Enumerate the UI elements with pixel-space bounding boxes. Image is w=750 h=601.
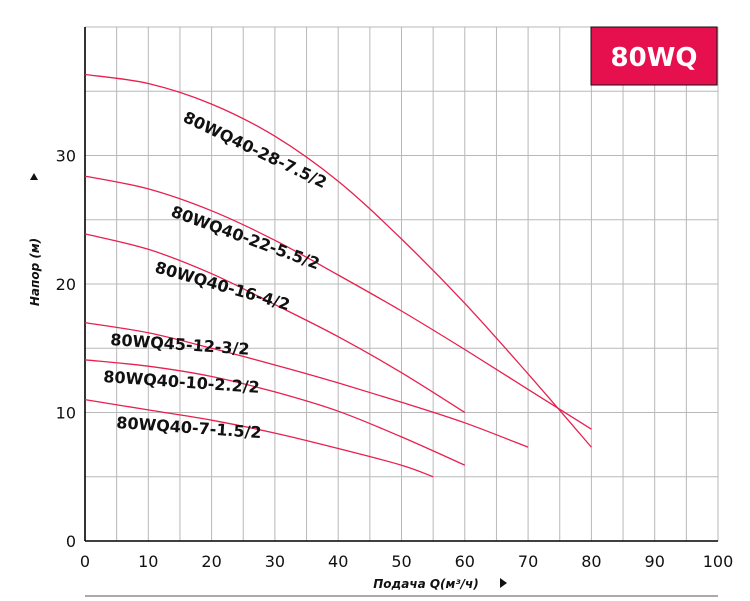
y-axis-label: Напор (м) [28,238,42,306]
curve-80WQ45-12-3/2 [84,321,529,448]
curve-80WQ40-10-2.2/2 [84,359,466,466]
y-axis-title: Напор (м) [28,173,42,306]
curve-80WQ40-16-4/2 [84,233,466,414]
model-badge: 80WQ [590,26,718,86]
curve-80WQ40-22-5.5/2 [84,175,592,430]
badge-background [590,26,718,86]
x-tick-label: 30 [265,552,285,571]
curve-labels: 80WQ40-28-7.5/2 80WQ40-22-5.5/280WQ40-16-… [103,107,330,442]
x-tick-label: 10 [138,552,158,571]
x-tick-label: 40 [328,552,348,571]
x-tick-label: 100 [703,552,734,571]
x-tick-label: 80 [581,552,601,571]
x-tick-label: 20 [201,552,221,571]
x-axis-arrow-icon [500,578,507,588]
curve-label: 80WQ40-16-4/2 [153,258,292,315]
y-tick-label: 20 [56,275,76,294]
curve-label: 80WQ40-7-1.5/2 [116,413,262,442]
y-tick-label: 30 [56,147,76,166]
x-axis-title: Подача Q(м³/ч) [373,577,507,591]
x-tick-label: 60 [455,552,475,571]
curve-label: 80WQ40-28-7.5/2 [180,107,330,192]
x-tick-label: 0 [80,552,90,571]
y-tick-label: 0 [66,532,76,551]
tick-labels: 0 10 20 30 40 50 60 70 80 90 100 0 10 20 30 [56,147,734,572]
curve-label: 80WQ40-22-5.5/2 [169,202,323,273]
y-axis-arrow-icon [30,173,38,180]
x-axis-label: Подача Q(м³/ч) [373,577,478,591]
x-tick-label: 50 [391,552,411,571]
curve-80WQ40-7-1.5/2 [84,398,434,478]
curve-80WQ40-28-7.5/2 [84,73,592,448]
y-tick-label: 10 [56,404,76,423]
badge-text: 80WQ [611,43,698,73]
x-tick-label: 90 [645,552,665,571]
pump-curves [84,73,592,478]
axes [84,27,718,597]
grid-lines [84,26,719,542]
x-tick-label: 70 [518,552,538,571]
curve-label: 80WQ40-10-2.2/2 [103,367,261,397]
